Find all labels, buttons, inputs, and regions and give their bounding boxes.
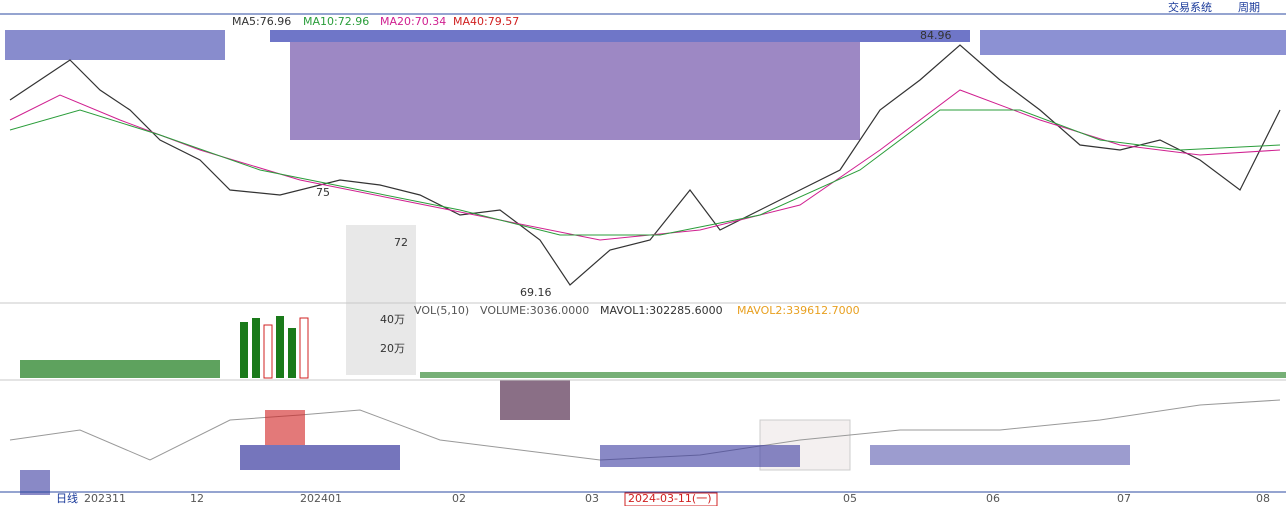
volume-bar [288,328,296,378]
low-label: 69.16 [520,286,552,299]
y-axis-label: 72 [394,236,408,249]
glitch-band [270,30,970,42]
page: {"header": {"indicators": ["MA5:76.96", … [0,0,1286,506]
glitch-block [500,380,570,420]
time-label: 202401 [300,492,342,505]
volume-value: VOLUME:3036.0000 [480,304,589,317]
volume-bar [252,318,260,378]
menu-item[interactable]: 交易系统 [1168,0,1212,14]
macd-bar-group [20,470,50,495]
macd-bars [20,410,1130,495]
glitch-block [290,40,860,140]
macd-bar-group [265,410,305,445]
glitch-band [5,30,225,60]
volume-bar [240,322,248,378]
ma5-label: MA5:76.96 [232,15,291,28]
ma10-label: MA10:72.96 [303,15,369,28]
volume-bar-group [420,372,1286,378]
mavol2-value: MAVOL2:339612.7000 [737,304,860,317]
time-label: 06 [986,492,1000,505]
time-label: 05 [843,492,857,505]
volume-bars [20,316,1286,378]
volume-bar-group [20,360,220,378]
volume-bar [264,325,272,378]
stock-chart-screen: 交易系统 周期 MA5:76.96 MA10:72.96 MA20:70.34 … [0,0,1286,506]
menu-item[interactable]: 周期 [1238,1,1260,14]
top-bar [0,0,1286,14]
time-label: 07 [1117,492,1131,505]
time-label: 202311 [84,492,126,505]
ma20-label: MA20:70.34 [380,15,446,28]
period-label[interactable]: 日线 [56,491,78,505]
volume-bar [300,318,308,378]
cursor-date: 2024-03-11(一) [628,492,712,505]
time-label: 12 [190,492,204,505]
vol-indicator: VOL(5,10) [414,304,469,317]
mavol1-value: MAVOL1:302285.6000 [600,304,723,317]
ma40-label: MA40:79.57 [453,15,519,28]
time-label: 03 [585,492,599,505]
macd-bar-group [240,445,400,470]
macd-bar-group [870,445,1130,465]
y-axis-label: 75 [316,186,330,199]
high-label: 84.96 [920,29,952,42]
vol-axis-label: 20万 [380,342,405,355]
time-label: 08 [1256,492,1270,505]
volume-bar [276,316,284,378]
macd-bar-group [600,445,800,467]
time-label: 02 [452,492,466,505]
vol-axis-label: 40万 [380,313,405,326]
glitch-band [980,30,1286,55]
